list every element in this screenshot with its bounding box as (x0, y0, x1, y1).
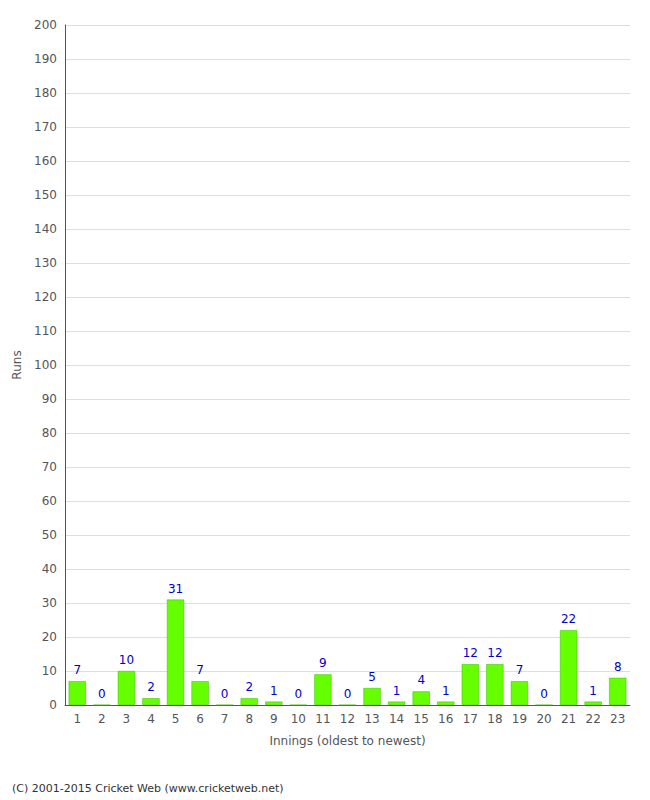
svg-text:22: 22 (561, 612, 576, 626)
svg-text:1: 1 (442, 684, 450, 698)
svg-text:4: 4 (417, 673, 425, 687)
svg-text:9: 9 (270, 712, 278, 726)
svg-text:7: 7 (73, 663, 81, 677)
svg-text:21: 21 (561, 712, 576, 726)
svg-text:10: 10 (42, 664, 57, 678)
svg-text:7: 7 (196, 663, 204, 677)
svg-text:7: 7 (516, 663, 524, 677)
svg-text:130: 130 (34, 256, 57, 270)
svg-text:170: 170 (34, 120, 57, 134)
svg-text:12: 12 (463, 646, 478, 660)
svg-text:9: 9 (319, 656, 327, 670)
svg-text:5: 5 (368, 670, 376, 684)
svg-text:10: 10 (291, 712, 306, 726)
svg-text:8: 8 (614, 660, 622, 674)
svg-text:0: 0 (98, 687, 106, 701)
svg-text:11: 11 (315, 712, 330, 726)
svg-text:15: 15 (414, 712, 429, 726)
svg-text:13: 13 (364, 712, 379, 726)
svg-text:120: 120 (34, 290, 57, 304)
svg-text:14: 14 (389, 712, 404, 726)
svg-text:20: 20 (42, 630, 57, 644)
svg-text:18: 18 (487, 712, 502, 726)
svg-text:100: 100 (34, 358, 57, 372)
svg-text:16: 16 (438, 712, 453, 726)
svg-text:2: 2 (245, 680, 253, 694)
svg-text:190: 190 (34, 52, 57, 66)
svg-text:Innings (oldest to newest): Innings (oldest to newest) (269, 734, 425, 748)
svg-text:23: 23 (610, 712, 625, 726)
svg-text:0: 0 (49, 698, 57, 712)
svg-text:12: 12 (340, 712, 355, 726)
svg-text:50: 50 (42, 528, 57, 542)
svg-text:6: 6 (196, 712, 204, 726)
svg-text:1: 1 (393, 684, 401, 698)
svg-text:(C) 2001-2015 Cricket Web (www: (C) 2001-2015 Cricket Web (www.cricketwe… (12, 782, 284, 795)
svg-text:31: 31 (168, 582, 183, 596)
svg-text:1: 1 (589, 684, 597, 698)
svg-text:0: 0 (344, 687, 352, 701)
svg-text:1: 1 (73, 712, 81, 726)
svg-text:0: 0 (295, 687, 303, 701)
svg-text:160: 160 (34, 154, 57, 168)
svg-text:70: 70 (42, 460, 57, 474)
svg-text:140: 140 (34, 222, 57, 236)
svg-text:12: 12 (487, 646, 502, 660)
svg-text:17: 17 (463, 712, 478, 726)
svg-text:200: 200 (34, 18, 57, 32)
svg-text:Runs: Runs (10, 350, 24, 379)
svg-text:19: 19 (512, 712, 527, 726)
svg-text:0: 0 (540, 687, 548, 701)
svg-text:110: 110 (34, 324, 57, 338)
svg-text:22: 22 (586, 712, 601, 726)
svg-text:180: 180 (34, 86, 57, 100)
svg-text:2: 2 (98, 712, 106, 726)
svg-text:5: 5 (172, 712, 180, 726)
svg-text:80: 80 (42, 426, 57, 440)
svg-text:10: 10 (119, 653, 134, 667)
svg-text:150: 150 (34, 188, 57, 202)
svg-text:30: 30 (42, 596, 57, 610)
svg-text:4: 4 (147, 712, 155, 726)
svg-text:2: 2 (147, 680, 155, 694)
svg-text:3: 3 (123, 712, 131, 726)
svg-text:0: 0 (221, 687, 229, 701)
svg-text:8: 8 (245, 712, 253, 726)
svg-text:20: 20 (536, 712, 551, 726)
svg-text:60: 60 (42, 494, 57, 508)
svg-text:40: 40 (42, 562, 57, 576)
svg-text:7: 7 (221, 712, 229, 726)
svg-text:90: 90 (42, 392, 57, 406)
svg-text:1: 1 (270, 684, 278, 698)
